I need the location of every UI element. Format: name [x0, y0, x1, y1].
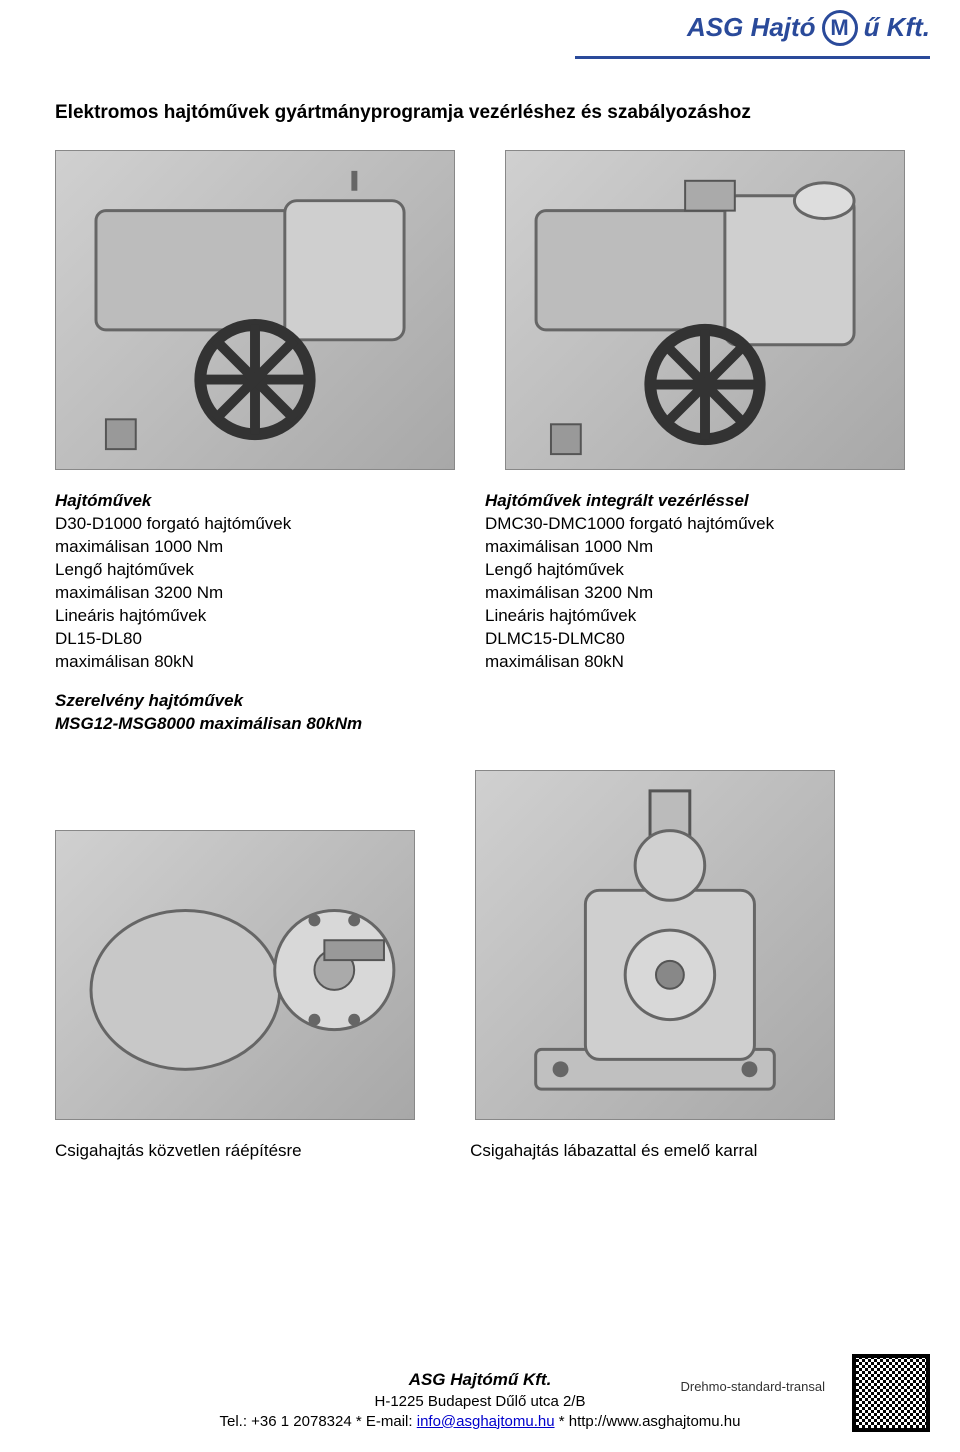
- sub-heading: Szerelvény hajtóművek: [55, 690, 362, 713]
- right-line-3: maximálisan 3200 Nm: [485, 582, 905, 605]
- left-line-5: DL15-DL80: [55, 628, 475, 651]
- right-line-0: DMC30-DMC1000 forgató hajtóművek: [485, 513, 905, 536]
- right-line-6: maximálisan 80kN: [485, 651, 905, 674]
- actuator-control-icon: [506, 151, 904, 469]
- product-image-row-top: [55, 150, 905, 470]
- right-line-2: Lengő hajtóművek: [485, 559, 905, 582]
- left-line-2: Lengő hajtóművek: [55, 559, 475, 582]
- brand-text-part1: ASG Hajtó: [687, 10, 816, 45]
- product-image-gearbox-left: [55, 830, 415, 1120]
- spec-column-right: Hajtóművek integrált vezérléssel DMC30-D…: [485, 490, 905, 674]
- footer-tel: +36 1 2078324: [251, 1413, 352, 1430]
- gearbox-base-icon: [476, 771, 834, 1119]
- left-line-6: maximálisan 80kN: [55, 651, 475, 674]
- right-line-5: DLMC15-DLMC80: [485, 628, 905, 651]
- right-line-4: Lineáris hajtóművek: [485, 605, 905, 628]
- footer-tel-label: Tel.:: [219, 1413, 251, 1430]
- left-line-3: maximálisan 3200 Nm: [55, 582, 475, 605]
- product-image-actuator-right: [505, 150, 905, 470]
- footer-contact-line: Tel.: +36 1 2078324 * E-mail: info@asgha…: [0, 1412, 960, 1432]
- brand-circle-letter: M: [830, 13, 848, 43]
- product-image-gearbox-right: [475, 770, 835, 1120]
- left-heading: Hajtóművek: [55, 490, 475, 513]
- left-line-1: maximálisan 1000 Nm: [55, 536, 475, 559]
- footer-email-link[interactable]: info@asghajtomu.hu: [417, 1413, 555, 1430]
- spec-column-left: Hajtóművek D30-D1000 forgató hajtóművek …: [55, 490, 475, 674]
- gearbox-direct-icon: [56, 831, 414, 1119]
- sub-line: MSG12-MSG8000 maximálisan 80kNm: [55, 713, 362, 736]
- caption-right: Csigahajtás lábazattal és emelő karral: [470, 1140, 905, 1163]
- product-image-actuator-left: [55, 150, 455, 470]
- bottom-captions: Csigahajtás közvetlen ráépítésre Csigaha…: [55, 1140, 905, 1163]
- footer-sep-2: *: [555, 1413, 569, 1430]
- page-footer: ASG Hajtómű Kft. H-1225 Budapest Dűlő ut…: [0, 1369, 960, 1432]
- brand-circle-icon: M: [822, 10, 858, 46]
- product-image-row-bottom: [55, 770, 905, 1120]
- footer-company: ASG Hajtómű Kft.: [0, 1369, 960, 1392]
- right-heading: Hajtóművek integrált vezérléssel: [485, 490, 905, 513]
- footer-sep-1: *: [352, 1413, 366, 1430]
- footer-address: H-1225 Budapest Dűlő utca 2/B: [0, 1392, 960, 1412]
- left-line-0: D30-D1000 forgató hajtóművek: [55, 513, 475, 536]
- right-line-1: maximálisan 1000 Nm: [485, 536, 905, 559]
- caption-left: Csigahajtás közvetlen ráépítésre: [55, 1140, 470, 1163]
- brand-text-part2: ű Kft.: [864, 10, 930, 45]
- left-line-4: Lineáris hajtóművek: [55, 605, 475, 628]
- actuator-icon: [56, 151, 454, 469]
- page-title: Elektromos hajtóművek gyártmányprogramja…: [55, 100, 751, 126]
- sub-section: Szerelvény hajtóművek MSG12-MSG8000 maxi…: [55, 690, 362, 736]
- brand-logo: ASG Hajtó M ű Kft.: [687, 10, 930, 46]
- footer-web: http://www.asghajtomu.hu: [569, 1413, 741, 1430]
- spec-columns: Hajtóművek D30-D1000 forgató hajtóművek …: [55, 490, 905, 674]
- header-divider: [575, 56, 930, 59]
- footer-email-label: E-mail:: [366, 1413, 417, 1430]
